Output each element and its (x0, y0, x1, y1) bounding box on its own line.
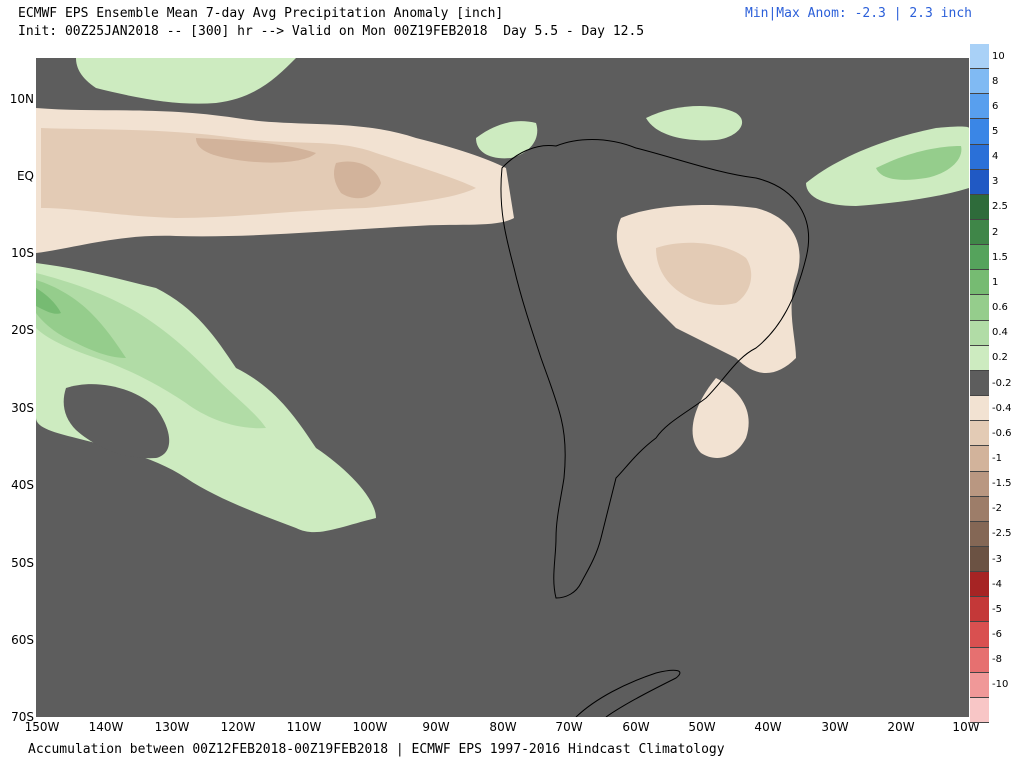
legend-label: 0.2 (992, 352, 1008, 364)
legend-label: -6 (992, 628, 1002, 640)
legend-label: 2.5 (992, 201, 1008, 213)
legend-label: 2 (992, 226, 999, 238)
legend-label: -1 (992, 452, 1002, 464)
legend-swatch (970, 270, 989, 296)
lon-label-50w: 50W (688, 720, 716, 734)
legend-swatch (970, 546, 989, 573)
wet-anomaly-colombia (476, 121, 538, 159)
legend-swatch (970, 572, 989, 598)
dry-anomaly-south-brazil (692, 378, 749, 458)
legend-label: -0.2 (992, 377, 1012, 389)
legend-swatch (970, 622, 989, 648)
legend-label: 8 (992, 75, 999, 87)
footer-accumulation: Accumulation between 00Z12FEB2018-00Z19F… (28, 742, 725, 757)
legend-swatch (970, 496, 989, 522)
lon-label-90w: 90W (422, 720, 450, 734)
dry-hole-pacific (63, 384, 170, 459)
legend-label: 0.4 (992, 327, 1008, 339)
dry-anomaly-pacific-strong (196, 138, 316, 163)
precipitation-anomaly-map (36, 58, 969, 717)
legend-label: -0.4 (992, 402, 1012, 414)
lon-label-130w: 130W (154, 720, 190, 734)
lon-label-100w: 100W (352, 720, 388, 734)
legend-swatch (970, 94, 989, 120)
lat-label-eq: EQ (16, 169, 34, 183)
south-america-outline (500, 139, 810, 599)
legend-label: 3 (992, 176, 999, 188)
legend-swatch (970, 169, 989, 195)
legend-swatch (970, 521, 989, 547)
legend-swatch (970, 119, 989, 145)
lon-label-30w: 30W (821, 720, 849, 734)
lon-label-10w: 10W (952, 720, 980, 734)
legend-swatch (970, 295, 989, 321)
legend-swatch (970, 446, 989, 472)
lon-label-40w: 40W (754, 720, 782, 734)
legend-swatch (970, 597, 989, 623)
wet-anomaly-atlantic-core (876, 146, 962, 180)
minmax-anomaly: Min|Max Anom: -2.3 | 2.3 inch (745, 6, 972, 21)
legend-swatch (970, 421, 989, 447)
lat-label-60s: 60S (11, 633, 34, 647)
legend-swatch (970, 370, 989, 397)
lon-label-150w: 150W (24, 720, 60, 734)
legend-swatch (970, 647, 989, 673)
wet-anomaly-south-pacific-core (36, 280, 126, 358)
map-graphic (36, 58, 969, 717)
init-valid-line: Init: 00Z25JAN2018 -- [300] hr --> Valid… (18, 24, 645, 39)
legend-swatch (970, 220, 989, 246)
lon-label-140w: 140W (88, 720, 124, 734)
legend-label: 0.6 (992, 302, 1008, 314)
lat-label-20s: 20S (11, 323, 34, 337)
lon-label-70w: 70W (555, 720, 583, 734)
wet-anomaly-south-pacific-peak (36, 288, 61, 314)
wet-anomaly-south-pacific-mid (36, 273, 266, 429)
legend-label: 1 (992, 276, 999, 288)
lon-label-20w: 20W (887, 720, 915, 734)
lat-label-10s: 10S (11, 246, 34, 260)
lat-label-40s: 40S (11, 478, 34, 492)
legend-label: 5 (992, 126, 999, 138)
legend-label: 1.5 (992, 251, 1008, 263)
legend-swatch (970, 144, 989, 170)
lon-label-60w: 60W (622, 720, 650, 734)
lon-label-110w: 110W (286, 720, 322, 734)
wet-anomaly-north-pacific (76, 58, 296, 104)
legend-swatch (970, 320, 989, 346)
legend-swatch (970, 471, 989, 497)
legend-label: -10 (992, 679, 1009, 691)
legend-swatch (970, 194, 989, 221)
lon-label-120w: 120W (220, 720, 256, 734)
legend-swatch (970, 44, 989, 70)
map-title: ECMWF EPS Ensemble Mean 7-day Avg Precip… (18, 6, 504, 21)
legend-label: -2 (992, 503, 1002, 515)
legend-swatch (970, 345, 989, 371)
legend-swatch (970, 672, 989, 698)
legend-label: 10 (992, 50, 1005, 62)
legend-label: -1.5 (992, 478, 1012, 490)
color-legend (970, 44, 989, 723)
legend-label: -0.6 (992, 427, 1012, 439)
dry-anomaly-pacific-strong-2 (333, 161, 381, 199)
legend-swatch (970, 697, 989, 723)
legend-swatch (970, 396, 989, 422)
legend-label: 6 (992, 100, 999, 112)
legend-swatch (970, 245, 989, 271)
legend-label: -5 (992, 603, 1002, 615)
legend-label: -8 (992, 654, 1002, 666)
lat-label-30s: 30S (11, 401, 34, 415)
legend-label: -4 (992, 578, 1002, 590)
lat-label-70s: 70S (11, 710, 34, 724)
lat-label-50s: 50S (11, 556, 34, 570)
lat-label-10n: 10N (9, 92, 34, 106)
wet-anomaly-caribbean (646, 106, 743, 141)
dry-anomaly-brazil-core (656, 242, 752, 305)
legend-swatch (970, 69, 989, 95)
antarctic-peninsula-outline (575, 669, 681, 717)
legend-label: -2.5 (992, 528, 1012, 540)
legend-label: -3 (992, 553, 1002, 565)
lon-label-80w: 80W (489, 720, 517, 734)
legend-label: 4 (992, 151, 999, 163)
